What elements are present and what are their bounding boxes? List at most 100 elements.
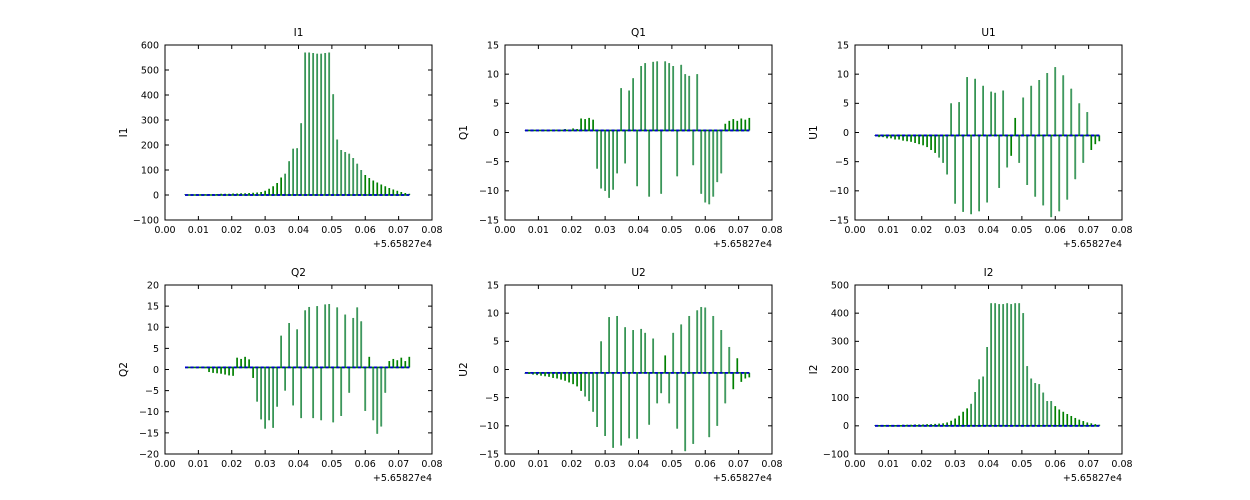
x-axis-offset-text: +5.65827e4 [1063,239,1122,250]
x-axis-offset-text: +5.65827e4 [373,239,432,250]
x-tick-label: 0.03 [255,225,276,236]
y-tick-label: 10 [147,323,159,334]
x-tick-label: 0.07 [728,459,749,470]
axes-frame [854,44,1123,221]
x-tick-label: 0.02 [911,459,932,470]
x-tick-label: 0.02 [221,225,242,236]
y-axis-label: I2 [808,365,820,375]
y-tick-label: 0 [153,190,159,201]
x-tick-label: 0.07 [728,225,749,236]
subplot-title: I2 [984,267,994,279]
y-tick-label: 15 [837,40,849,51]
y-tick-label: 0 [493,128,499,139]
subplot-u2: U2 −15 −10 −5 0 5 10 15 0.00 0.01 0.02 0.03 0.04 0.05… [450,258,790,500]
y-tick-label: 15 [147,302,159,313]
x-tick-label: 0.00 [844,459,865,470]
y-tick-label: −5 [835,157,849,168]
x-tick-label: 0.01 [528,225,549,236]
y-tick-label: 5 [493,337,499,348]
x-tick-label: 0.02 [221,459,242,470]
y-tick-label: −15 [479,449,499,460]
x-tick-label: 0.04 [628,459,649,470]
x-tick-label: 0.07 [388,225,409,236]
y-tick-label: −100 [823,449,849,460]
subplot-q1: Q1 −15 −10 −5 0 5 10 15 0.00 0.01 0.02 0.03 0.04 0.05… [450,18,790,266]
x-tick-label: 0.00 [154,225,175,236]
x-tick-label: 0.05 [321,459,342,470]
y-axis-label: I1 [118,128,130,138]
stem-series [874,67,1101,218]
x-tick-label: 0.06 [355,225,376,236]
stem-series [524,61,751,205]
y-tick-label: 200 [141,140,159,151]
y-tick-label: 300 [141,115,159,126]
y-tick-label: 200 [831,365,849,376]
x-tick-label: 0.08 [1111,225,1132,236]
x-tick-label: 0.06 [1045,459,1066,470]
x-tick-label: 0.07 [1078,459,1099,470]
y-tick-label: 10 [487,309,499,320]
y-tick-label: 500 [831,280,849,291]
y-tick-label: 500 [141,65,159,76]
stem-series [524,306,751,452]
y-tick-label: 0 [493,365,499,376]
x-tick-label: 0.02 [561,459,582,470]
x-tick-label: 0.00 [494,459,515,470]
y-tick-label: 15 [487,280,499,291]
x-tick-label: 0.07 [1078,225,1099,236]
x-tick-label: 0.01 [528,459,549,470]
x-tick-label: 0.06 [695,225,716,236]
subplot-title: I1 [294,27,304,39]
y-tick-label: 400 [141,90,159,101]
y-tick-label: −5 [485,157,499,168]
y-tick-label: 100 [831,393,849,404]
y-tick-label: −10 [829,186,849,197]
subplot-title: Q2 [291,267,306,279]
x-tick-label: 0.08 [761,225,782,236]
y-tick-label: 20 [147,280,159,291]
x-tick-label: 0.05 [321,225,342,236]
y-tick-label: 5 [843,99,849,110]
x-tick-label: 0.02 [911,225,932,236]
y-tick-label: 0 [153,365,159,376]
y-tick-label: −5 [145,386,159,397]
y-tick-label: 15 [487,40,499,51]
x-tick-label: 0.08 [761,459,782,470]
x-tick-label: 0.06 [695,459,716,470]
subplot-i1: I1 −100 0 100 200 300 400 500 600 0.00 0.01 0.02 0.0… [110,18,450,266]
x-tick-label: 0.04 [288,459,309,470]
y-tick-label: 600 [141,40,159,51]
x-tick-label: 0.04 [978,459,999,470]
subplot-title: U2 [631,267,645,279]
axes-frame [504,44,773,221]
x-tick-label: 0.04 [978,225,999,236]
x-tick-label: 0.00 [844,225,865,236]
x-tick-label: 0.06 [355,459,376,470]
x-tick-label: 0.01 [188,225,209,236]
axes-frame [164,284,433,455]
x-tick-label: 0.01 [188,459,209,470]
x-tick-label: 0.04 [628,225,649,236]
y-tick-label: −10 [139,407,159,418]
y-tick-label: 100 [141,165,159,176]
x-tick-label: 0.08 [421,459,442,470]
x-tick-label: 0.00 [154,459,175,470]
y-axis-label: Q2 [118,362,130,377]
x-tick-label: 0.08 [1111,459,1132,470]
x-tick-label: 0.08 [421,225,442,236]
stem-series [874,303,1101,426]
stem-series [184,52,411,195]
y-tick-label: −15 [139,428,159,439]
x-tick-label: 0.04 [288,225,309,236]
x-tick-label: 0.03 [945,225,966,236]
y-tick-label: −15 [479,215,499,226]
x-axis-offset-text: +5.65827e4 [713,239,772,250]
y-tick-label: −15 [829,215,849,226]
x-tick-label: 0.02 [561,225,582,236]
x-tick-label: 0.01 [878,459,899,470]
y-tick-label: −10 [479,421,499,432]
y-tick-label: −10 [479,186,499,197]
x-tick-label: 0.07 [388,459,409,470]
y-tick-label: 0 [843,128,849,139]
